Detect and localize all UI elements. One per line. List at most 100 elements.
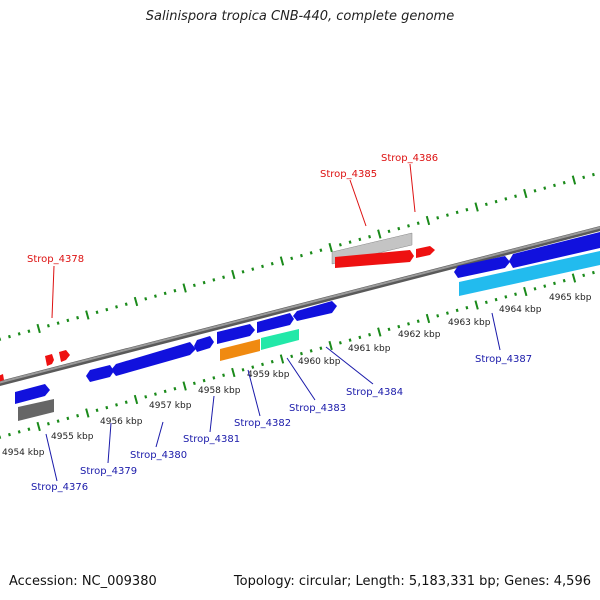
minor-tick: [309, 251, 313, 255]
leader-4383: [286, 357, 316, 401]
minor-tick: [338, 341, 342, 345]
minor-tick: [543, 284, 547, 288]
major-tick: [279, 256, 285, 266]
minor-tick: [494, 297, 498, 302]
minor-tick: [46, 324, 50, 328]
minor-tick: [95, 310, 99, 315]
minor-tick: [358, 335, 362, 340]
scale-label: 4954 kbp: [2, 448, 45, 458]
minor-tick: [144, 297, 148, 301]
map-title: Salinispora tropica CNB-440, complete ge…: [145, 9, 455, 24]
gene-label: Strop_4379: [80, 466, 137, 477]
minor-tick: [251, 267, 255, 271]
minor-tick: [8, 334, 11, 339]
scale-label: 4958 kbp: [198, 386, 241, 396]
scale-label: 4955 kbp: [51, 432, 94, 442]
minor-tick: [192, 381, 196, 386]
minor-tick: [397, 324, 401, 329]
leader-4378: [51, 265, 55, 319]
minor-tick: [514, 194, 518, 198]
minor-tick: [8, 432, 11, 437]
minor-tick: [66, 416, 70, 421]
gene-blue-4379: [86, 365, 114, 382]
leader-4384: [325, 346, 374, 385]
minor-tick: [202, 280, 206, 285]
scale-label: 4957 kbp: [149, 401, 192, 411]
major-tick: [474, 202, 479, 212]
minor-tick: [222, 373, 226, 377]
minor-tick: [153, 392, 157, 396]
gene-blue-4380: [111, 342, 196, 376]
gene-cyan-4387: [459, 251, 600, 296]
major-tick: [85, 310, 90, 320]
minor-tick: [397, 226, 401, 231]
leader-4386: [409, 163, 416, 213]
major-tick: [571, 273, 577, 283]
scale-label: 4961 kbp: [348, 344, 391, 354]
gene-red-4378b: [59, 350, 70, 362]
major-tick: [328, 340, 333, 351]
major-tick: [279, 354, 285, 364]
minor-tick: [299, 253, 303, 258]
minor-tick: [416, 221, 420, 225]
scale-label: 4959 kbp: [247, 370, 290, 380]
minor-tick: [124, 302, 128, 306]
minor-tick: [241, 270, 245, 274]
minor-tick: [533, 189, 537, 193]
minor-tick: [299, 351, 303, 356]
leader-4381: [209, 395, 215, 433]
major-tick: [182, 381, 187, 391]
minor-tick: [270, 261, 274, 266]
minor-tick: [368, 332, 372, 337]
major-tick: [474, 300, 479, 310]
minor-tick: [46, 422, 50, 426]
minor-tick: [436, 314, 440, 318]
minor-tick: [465, 305, 469, 310]
minor-tick: [105, 307, 109, 312]
minor-tick: [251, 365, 255, 369]
gene-label: Strop_4382: [234, 418, 291, 429]
minor-tick: [173, 386, 177, 391]
minor-tick: [407, 224, 410, 228]
minor-tick: [591, 172, 595, 177]
gene-orange-4382: [220, 339, 260, 361]
gene-label: Strop_4376: [31, 482, 88, 493]
minor-tick: [241, 368, 245, 372]
minor-tick: [387, 327, 391, 332]
minor-tick: [173, 288, 177, 293]
minor-tick: [212, 376, 216, 380]
major-tick: [425, 313, 431, 324]
gene-label: Strop_4383: [289, 403, 346, 414]
minor-tick: [27, 329, 31, 333]
major-tick: [85, 408, 90, 418]
lower-genes: [15, 232, 600, 421]
major-tick: [377, 327, 382, 337]
scale-label: 4964 kbp: [499, 305, 542, 315]
scale-label: 4962 kbp: [398, 330, 441, 340]
major-tick: [231, 367, 236, 378]
minor-tick: [445, 311, 449, 315]
minor-tick: [455, 308, 459, 313]
leader-4380: [155, 421, 164, 448]
minor-tick: [562, 278, 566, 283]
gene-blue-4382: [217, 324, 255, 344]
minor-tick: [163, 389, 167, 394]
minor-tick: [76, 315, 80, 320]
major-tick: [328, 242, 333, 253]
major-tick: [231, 269, 236, 280]
minor-tick: [115, 403, 118, 407]
minor-tick: [562, 180, 566, 185]
leader-4376: [45, 433, 58, 482]
minor-tick: [494, 199, 498, 204]
minor-tick: [270, 359, 274, 364]
minor-tick: [124, 400, 128, 404]
minor-tick: [407, 322, 410, 326]
minor-tick: [17, 430, 21, 434]
minor-tick: [261, 264, 264, 269]
gene-red-edge: [0, 374, 4, 382]
gene-label: Strop_4386: [381, 153, 438, 164]
minor-tick: [105, 405, 109, 410]
gene-label: Strop_4380: [130, 450, 187, 461]
upper-genes: [0, 232, 435, 382]
